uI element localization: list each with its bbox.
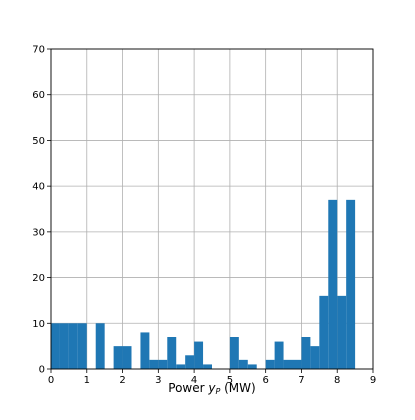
x-tick-label: 7 [298,375,304,386]
histogram-bar [149,359,159,369]
x-tick-label: 8 [334,375,340,386]
y-tick-label: 50 [32,136,45,147]
y-tick-label: 40 [32,182,45,193]
histogram-bar [77,323,87,369]
histogram-bar [292,359,302,369]
x-axis-label-var: y [207,381,216,395]
x-tick-label: 6 [262,375,268,386]
histogram-bar [95,323,105,369]
histogram-bar [51,323,60,369]
y-tick-label: 60 [32,90,45,101]
x-axis-label-text: Power [168,381,208,395]
histogram-bar [167,337,177,369]
histogram-bar [238,359,248,369]
histogram-bar [310,346,320,369]
histogram-bar [274,341,284,369]
x-tick-label: 1 [84,375,90,386]
x-tick-label: 2 [119,375,125,386]
ticks-layer: 0 1 2 3 4 5 6 7 8 9 0 10 20 30 40 50 60 70 [32,45,376,387]
histogram-bar [337,295,347,369]
histogram-bar [301,337,311,369]
histogram-bar [122,346,132,369]
y-tick-label: 10 [32,319,45,330]
histogram-bar [113,346,123,369]
histogram-bar [158,359,168,369]
plot-frame [50,48,374,370]
histogram-bar [68,323,78,369]
histogram-bar [346,199,356,369]
x-tick-label: 4 [191,375,197,386]
histogram-bar [229,337,239,369]
y-tick-label: 0 [39,365,45,376]
histogram-bar [328,199,338,369]
histogram-bar [265,359,275,369]
histogram-bar [140,332,150,369]
x-tick-label: 3 [155,375,161,386]
histogram-bar [194,341,204,369]
x-tick-label: 5 [227,375,233,386]
y-tick-label: 70 [32,45,45,56]
histogram-bar [176,364,186,369]
x-axis-label-unit: (MW) [220,381,255,395]
histogram-bar [283,359,293,369]
x-axis-label-sub: P [215,387,220,396]
x-tick-label: 0 [48,375,54,386]
y-tick-label: 20 [32,273,45,284]
histogram-bar [203,364,212,369]
y-tick-label: 30 [32,227,45,238]
bars-layer [51,199,356,369]
histogram-bar [59,323,69,369]
histogram-bar [185,355,195,369]
x-axis-label: Power yP (MW) [168,381,255,396]
histogram-bar [247,364,257,369]
x-tick-label: 9 [370,375,376,386]
histogram-bar [319,295,329,369]
